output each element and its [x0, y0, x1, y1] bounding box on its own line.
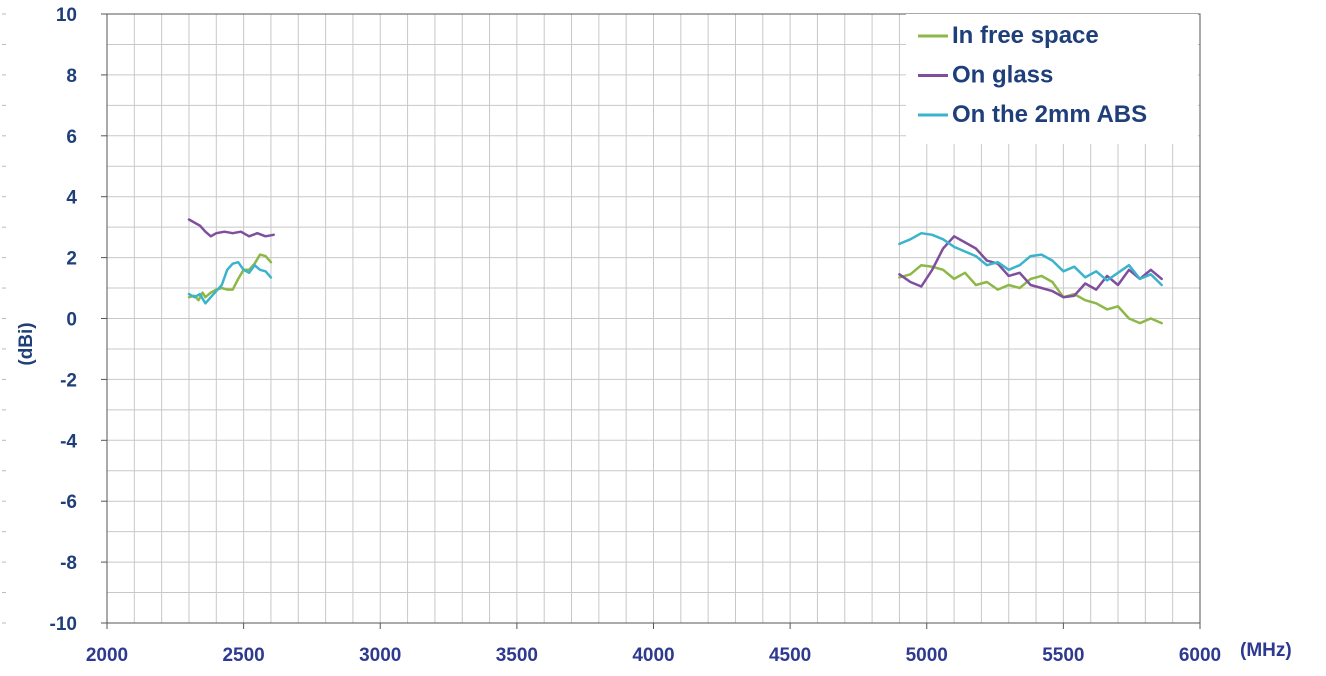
series-line	[898, 231, 1163, 287]
x-tick-label: 3000	[359, 645, 401, 666]
x-tick-label: 4500	[769, 645, 811, 666]
y-tick-label: 2	[66, 249, 77, 270]
series-line	[898, 263, 1163, 325]
x-tick-label: 2000	[86, 645, 128, 666]
legend-label: In free space	[952, 22, 1099, 49]
x-axis-label: (MHz)	[1240, 640, 1292, 661]
axis-layer: 10 8 6 4 2 0 -2 -4 -6 -8 -10 2000 2500 3000 3500 4000 45…	[2, 5, 1221, 666]
y-tick-label: -2	[60, 370, 77, 391]
y-tick-label: 8	[66, 66, 77, 87]
legend-box	[906, 14, 1198, 144]
y-axis-label: (dBi)	[16, 322, 37, 365]
y-tick-label: -6	[60, 492, 77, 513]
x-tick-label: 5000	[906, 645, 948, 666]
y-tick-label: -4	[60, 431, 77, 452]
series-line	[187, 260, 273, 305]
series-line	[898, 235, 1163, 299]
x-tick-label: 5500	[1042, 645, 1084, 666]
legend-label: On glass	[952, 62, 1053, 89]
legend-label: On the 2mm ABS	[952, 101, 1147, 128]
y-tick-label: 10	[56, 5, 77, 26]
x-tick-label: 3500	[496, 645, 538, 666]
x-tick-label: 6000	[1179, 645, 1221, 666]
y-tick-label: 0	[66, 310, 77, 331]
y-tick-label: 6	[66, 127, 77, 148]
y-tick-label: -8	[60, 553, 77, 574]
series-layer	[187, 218, 1163, 325]
y-tick-label: -10	[50, 614, 77, 635]
series-line	[187, 253, 273, 302]
x-tick-label: 2500	[222, 645, 264, 666]
legend: In free space On glass On the 2mm ABS	[906, 14, 1198, 144]
series-line	[187, 218, 275, 238]
y-tick-label: 4	[66, 188, 77, 209]
grid-layer	[106, 13, 1201, 624]
x-tick-label: 4000	[632, 645, 674, 666]
